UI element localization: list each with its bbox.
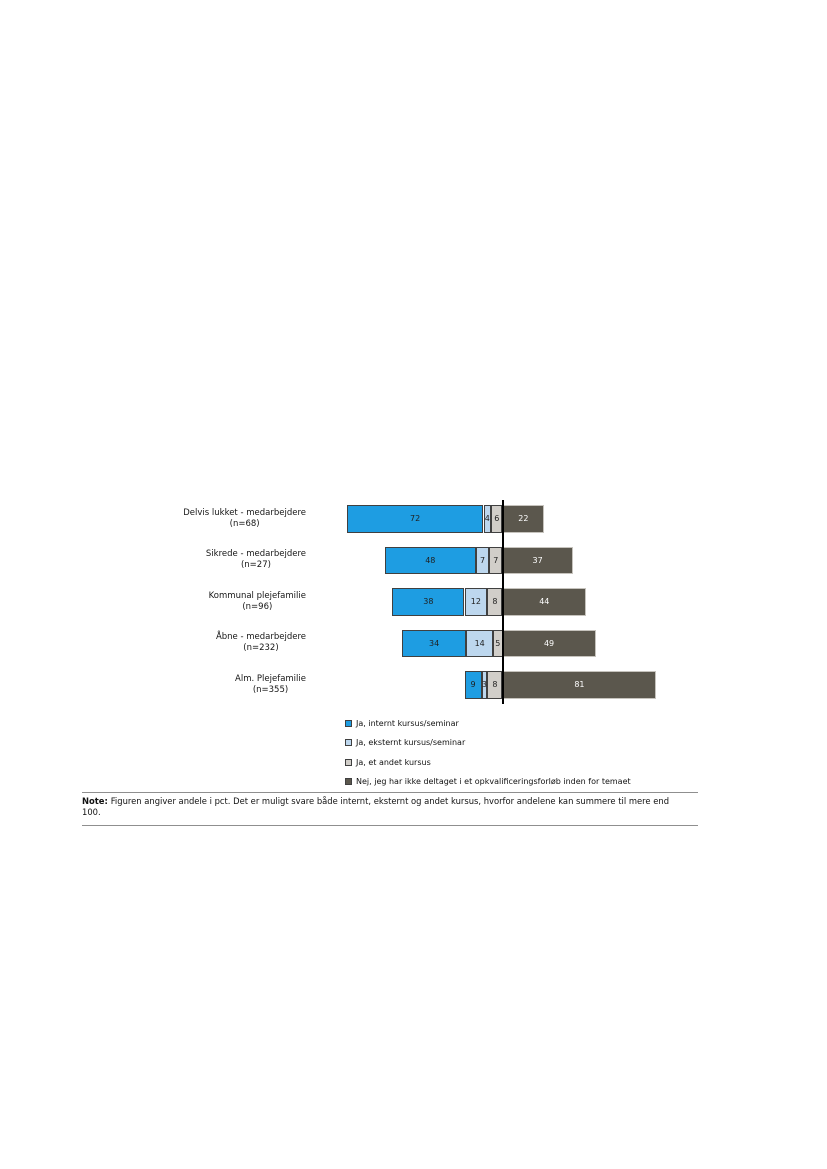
category-label: Kommunal plejefamilie (n=96) [80,591,306,613]
note-top-rule [82,792,698,793]
bar-segment: 37 [502,546,573,574]
bar-segment: 7 [489,546,503,574]
bar-segment: 8 [487,671,503,699]
legend-label: Ja, et andet kursus [356,757,431,767]
legend-swatch-icon [345,777,352,785]
category-n: (n=232) [243,643,279,654]
category-n: (n=68) [229,518,260,529]
bar-segment: 3 [481,671,488,699]
bar-segment: 14 [466,629,493,657]
bar-segment: 44 [502,588,587,616]
category-label: Åbne - medarbejdere (n=232) [80,632,306,654]
legend-swatch-icon [345,739,352,747]
legend-item: Ja, eksternt kursus/seminar [345,738,465,747]
chart-note: Note: Figuren angiver andele i pct. Det … [82,796,690,818]
category-label: Delvis lukket - medarbejdere (n=68) [80,508,306,530]
bar-segment: 22 [502,505,545,533]
legend-item: Ja, internt kursus/seminar [345,719,459,728]
chart-baseline-axis [501,500,504,704]
bar-segment: 49 [502,629,596,657]
legend-label: Ja, internt kursus/seminar [356,719,459,728]
category-n: (n=27) [240,560,271,571]
category-name: Kommunal plejefamilie [208,590,306,601]
category-name: Sikrede - medarbejdere [205,549,306,560]
category-name: Delvis lukket - medarbejdere [183,507,306,518]
legend-label: Ja, eksternt kursus/seminar [356,738,466,748]
bar-segment: 7 [475,546,490,574]
bar-segment: 72 [346,505,484,533]
legend-swatch-icon [345,758,352,766]
category-label: Sikrede - medarbejdere (n=27) [80,549,306,571]
legend-item: Nej, jeg har ikke deltaget i et opkvalif… [345,777,631,786]
bar-segment: 34 [401,629,467,657]
bar-segment: 8 [487,588,503,616]
category-name: Åbne - medarbejdere [215,632,306,643]
legend-swatch-icon [345,720,352,727]
bar-segment: 12 [464,588,488,616]
bar-segment: 4 [483,505,492,533]
bar-segment: 81 [502,671,657,699]
bar-segment: 48 [384,546,476,574]
category-n: (n=96) [242,601,273,612]
note-bottom-rule [82,825,698,826]
legend-label: Nej, jeg har ikke deltaget i et opkvalif… [356,776,631,786]
category-name: Alm. Plejefamilie [235,673,306,684]
note-body: Figuren angiver andele i pct. Det er mul… [82,796,670,817]
bar-segment: 38 [392,588,465,616]
note-label: Note: [82,796,111,806]
bar-segment: 9 [464,671,482,699]
category-label: Alm. Plejefamilie (n=355) [80,674,306,696]
legend-item: Ja, et andet kursus [345,758,431,767]
category-n: (n=355) [252,684,289,695]
